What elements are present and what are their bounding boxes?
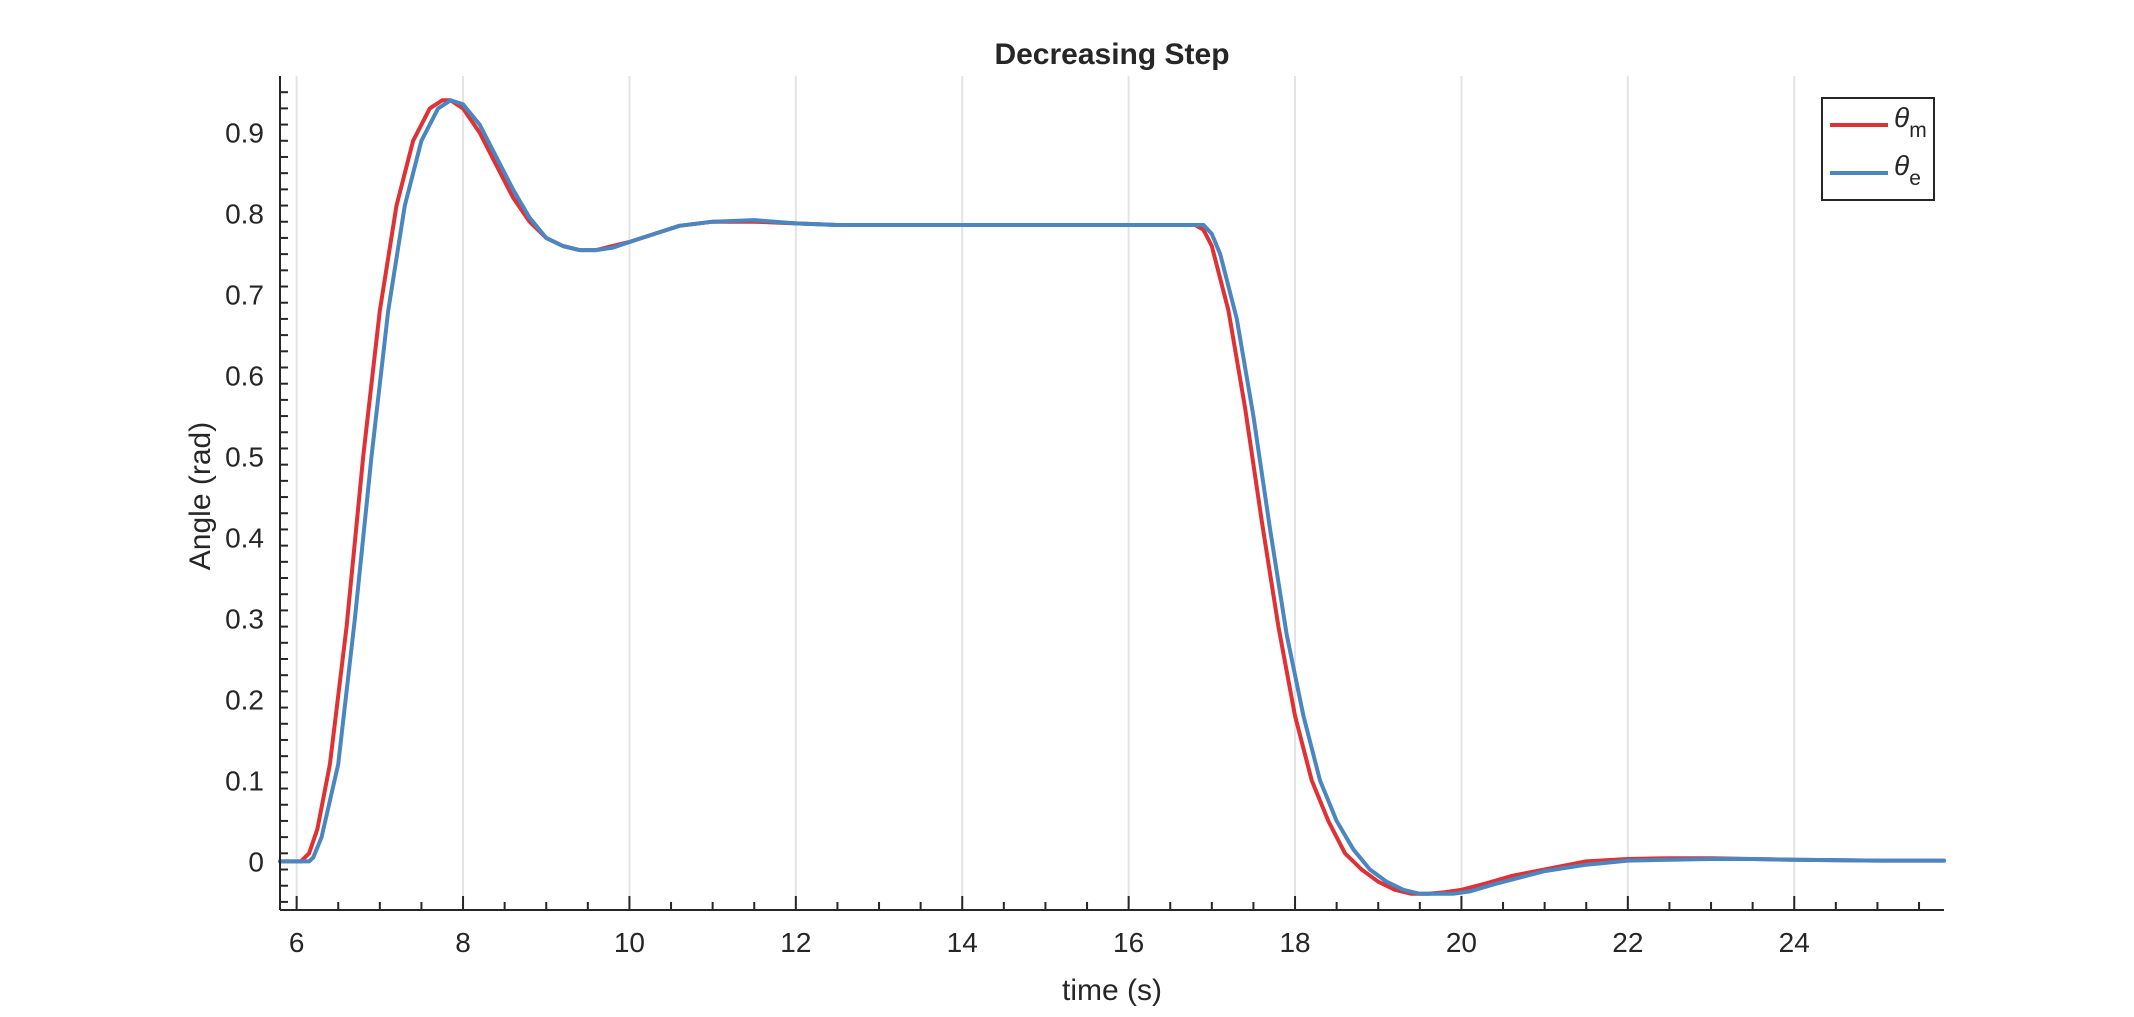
- chart-title: Decreasing Step: [994, 38, 1229, 71]
- y-tick-label: 0.2: [225, 684, 264, 715]
- x-tick-label: 24: [1779, 927, 1810, 958]
- x-axis-ticks: 6 8 10 12 14 16 18 20 22 24: [289, 896, 1921, 958]
- axes: [279, 76, 1944, 911]
- x-tick-label: 8: [455, 927, 471, 958]
- x-tick-label: 14: [947, 927, 978, 958]
- plot-lines: [278, 98, 1946, 896]
- legend-label-e: θe: [1894, 150, 1921, 190]
- x-tick-label: 12: [780, 927, 811, 958]
- y-tick-label: 0.4: [225, 523, 264, 554]
- y-tick-label: 0.8: [225, 199, 264, 230]
- series-line-e: [278, 98, 1946, 896]
- x-tick-label: 6: [289, 927, 305, 958]
- y-tick-label: 0.1: [225, 765, 264, 796]
- legend: θm θe: [1821, 97, 1935, 201]
- x-tick-label: 10: [614, 927, 645, 958]
- y-tick-label: 0: [248, 846, 264, 877]
- x-tick-label: 18: [1279, 927, 1310, 958]
- legend-label-m: θm: [1894, 102, 1927, 142]
- y-tick-label: 0.7: [225, 280, 264, 311]
- y-axis-ticks: 0 0.1 0.2 0.3 0.4 0.5 0.6 0.7 0.8 0.9: [225, 91, 288, 903]
- y-tick-label: 0.3: [225, 604, 264, 635]
- y-tick-label: 0.6: [225, 361, 264, 392]
- y-tick-label: 0.9: [225, 118, 264, 149]
- x-tick-label: 16: [1113, 927, 1144, 958]
- x-axis-label: time (s): [1062, 974, 1162, 1007]
- grid: [295, 76, 1796, 910]
- y-axis-label: Angle (rad): [184, 422, 217, 570]
- x-tick-label: 20: [1446, 927, 1477, 958]
- x-tick-label: 22: [1612, 927, 1643, 958]
- y-tick-label: 0.5: [225, 442, 264, 473]
- legend-box: [1821, 97, 1935, 201]
